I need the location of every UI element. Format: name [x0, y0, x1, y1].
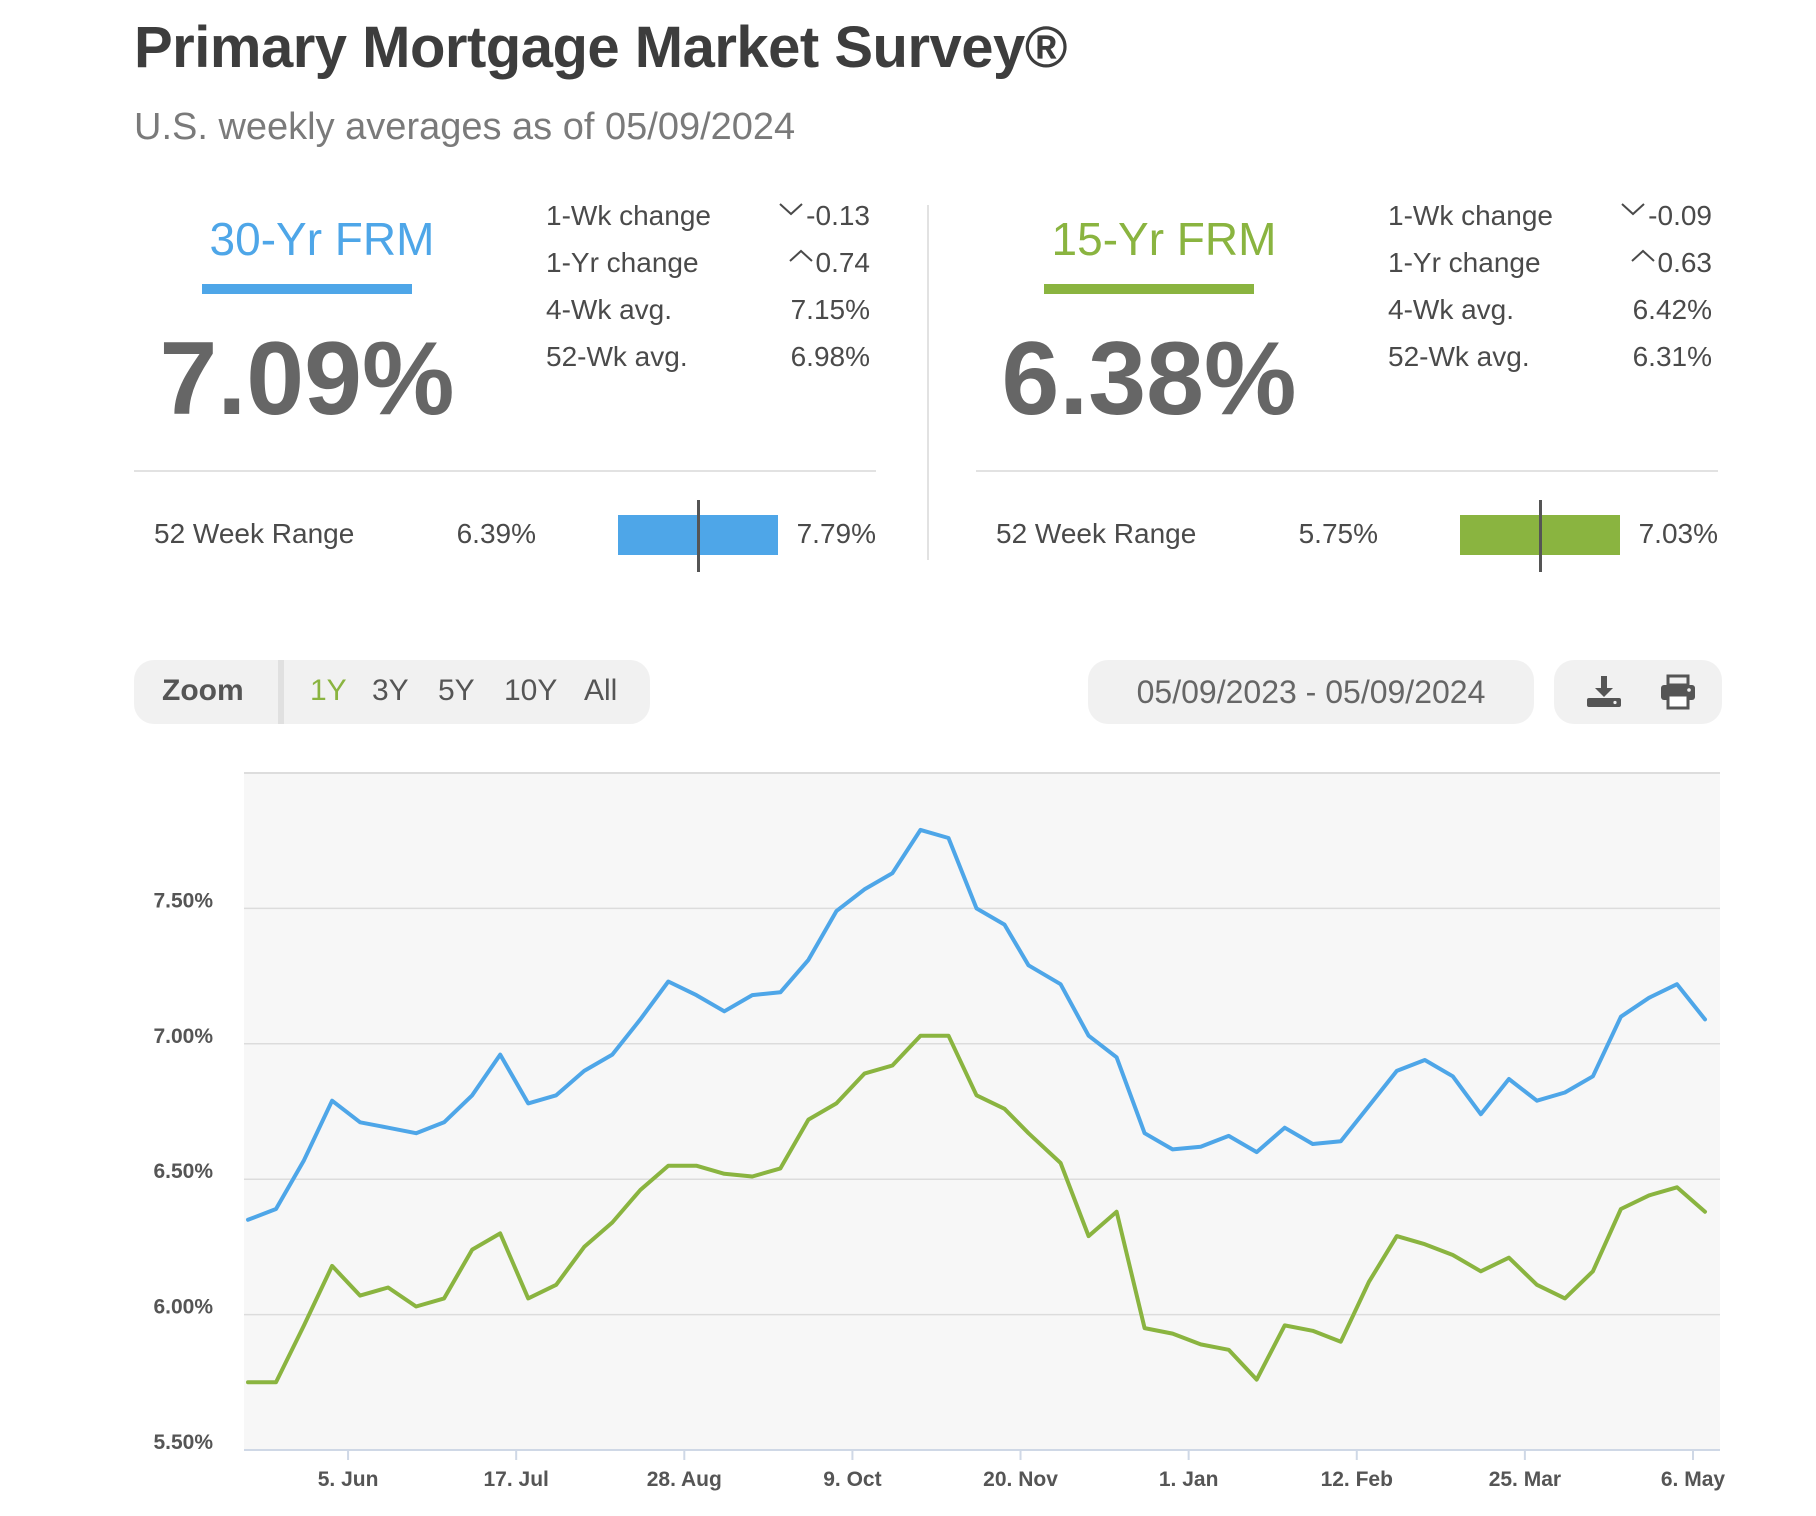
stat-label-4wk: 4-Wk avg. — [546, 294, 673, 325]
range-label-15yr: 52 Week Range — [996, 518, 1197, 549]
series-lines — [246, 827, 1707, 1385]
rate-name-30yr[interactable]: 30-Yr FRM — [209, 213, 435, 265]
x-tick-label: 6. May — [1661, 1468, 1726, 1491]
rate-underline-15yr — [1044, 284, 1254, 294]
rate-underline-30yr — [202, 284, 412, 294]
zoom-button-1y[interactable]: 1Y — [310, 674, 347, 707]
panel-15yr-frm: 15-Yr FRM 6.38% 1-Wk change -0.09 1-Yr c… — [976, 200, 1718, 572]
stat-value-52wk: 6.98% — [790, 341, 870, 372]
x-tick-label: 5. Jun — [318, 1468, 379, 1491]
panel-30yr-frm: 30-Yr FRM 7.09% 1-Wk change -0.13 1-Yr c… — [134, 200, 876, 572]
print-icon[interactable] — [1658, 674, 1698, 710]
zoom-button-10y[interactable]: 10Y — [504, 674, 558, 707]
zoom-label: Zoom — [162, 674, 244, 707]
range-label-30yr: 52 Week Range — [154, 518, 355, 549]
plot-background — [244, 773, 1720, 1450]
stat-label-52wk: 52-Wk avg. — [546, 341, 688, 372]
y-tick-label: 5.50% — [153, 1431, 213, 1454]
chevron-up-icon — [788, 249, 813, 262]
range-high-30yr: 7.79% — [796, 518, 876, 549]
export-controls — [1554, 660, 1722, 724]
rate-value-15yr: 6.38% — [1001, 321, 1297, 437]
y-tick-label: 7.50% — [153, 889, 213, 912]
stat-value-1wk: -0.13 — [778, 200, 870, 232]
y-tick-label: 7.00% — [153, 1025, 213, 1048]
stat-value-52wk: 6.31% — [1632, 341, 1712, 372]
zoom-separator — [278, 660, 284, 724]
y-tick-label: 6.50% — [153, 1160, 213, 1183]
stat-value-1yr-text: 0.63 — [1657, 247, 1713, 278]
divider — [976, 470, 1718, 472]
stat-label-1yr: 1-Yr change — [1388, 247, 1541, 278]
range-low-30yr: 6.39% — [456, 518, 536, 549]
stat-value-1yr: 0.74 — [788, 247, 871, 279]
x-tick-label: 25. Mar — [1489, 1468, 1561, 1491]
x-tick-label: 28. Aug — [647, 1468, 722, 1491]
stat-value-1yr-text: 0.74 — [815, 247, 871, 278]
range-high-15yr: 7.03% — [1638, 518, 1718, 549]
stat-value-4wk: 7.15% — [790, 294, 870, 325]
page-subtitle: U.S. weekly averages as of 05/09/2024 — [134, 106, 796, 148]
rate-value-30yr: 7.09% — [159, 321, 455, 437]
stat-label-1yr: 1-Yr change — [546, 247, 699, 278]
stat-label-52wk: 52-Wk avg. — [1388, 341, 1530, 372]
x-tick-label: 9. Oct — [823, 1468, 881, 1491]
zoom-control: Zoom 1Y 3Y 5Y 10Y All — [134, 660, 650, 724]
x-axis-ticks: 5. Jun 17. Jul 28. Aug 9. Oct 20. Nov 1. Jan 1… — [318, 1450, 1726, 1491]
x-tick-label: 12. Feb — [1321, 1468, 1393, 1491]
y-axis-ticks: 5.50% 6.00% 6.50% 7.00% 7.50% — [153, 889, 213, 1454]
date-range-picker[interactable]: 05/09/2023 - 05/09/2024 — [1088, 660, 1534, 724]
x-tick-label: 1. Jan — [1159, 1468, 1219, 1491]
chevron-down-icon — [779, 203, 803, 216]
page-title: Primary Mortgage Market Survey® — [134, 15, 1068, 80]
range-marker-15yr — [1539, 500, 1542, 572]
chevron-up-icon — [1630, 249, 1655, 262]
download-icon[interactable] — [1584, 674, 1624, 710]
series-line-15yr[interactable] — [246, 1033, 1707, 1385]
panel-divider — [927, 205, 929, 560]
range-marker-30yr — [697, 500, 700, 572]
zoom-button-5y[interactable]: 5Y — [438, 674, 475, 707]
x-tick-label: 20. Nov — [983, 1468, 1058, 1491]
rate-name-15yr[interactable]: 15-Yr FRM — [1051, 213, 1277, 265]
stat-value-1wk: -0.09 — [1620, 200, 1712, 232]
grid-lines — [244, 907, 1720, 1316]
chevron-down-icon — [1621, 203, 1645, 216]
range-low-15yr: 5.75% — [1298, 518, 1378, 549]
zoom-button-3y[interactable]: 3Y — [372, 674, 409, 707]
x-tick-label: 17. Jul — [483, 1468, 548, 1491]
divider — [134, 470, 876, 472]
stat-label-1wk: 1-Wk change — [546, 200, 711, 231]
stat-value-1wk-text: -0.09 — [1648, 200, 1712, 231]
series-line-30yr[interactable] — [246, 827, 1707, 1222]
stat-label-4wk: 4-Wk avg. — [1388, 294, 1515, 325]
stat-value-1yr: 0.63 — [1630, 247, 1713, 279]
stat-label-1wk: 1-Wk change — [1388, 200, 1553, 231]
rate-chart: 5.50% 6.00% 6.50% 7.00% 7.50% 5. Jun 17. Jul 2… — [153, 772, 1726, 1491]
stat-value-1wk-text: -0.13 — [806, 200, 870, 231]
zoom-button-all[interactable]: All — [584, 674, 618, 707]
y-tick-label: 6.00% — [153, 1296, 213, 1319]
stat-value-4wk: 6.42% — [1632, 294, 1712, 325]
